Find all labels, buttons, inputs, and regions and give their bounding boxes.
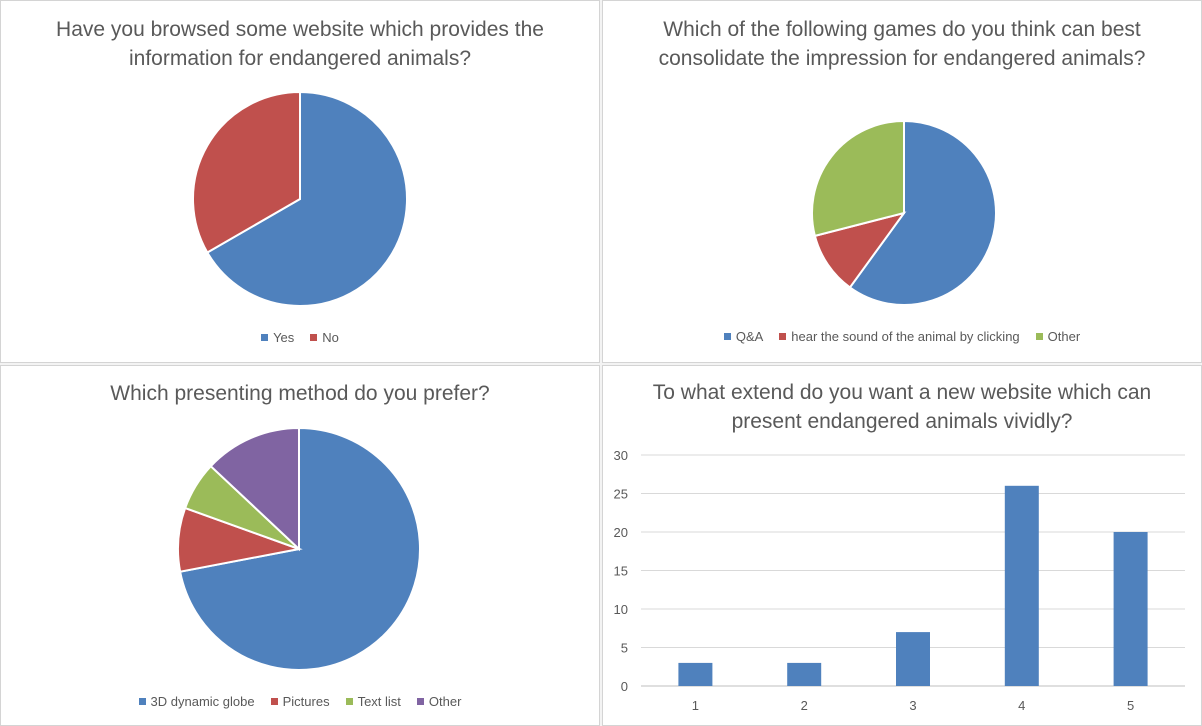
legend-swatch [723,333,731,340]
legend-item-no: No [310,330,339,345]
legend-swatch [416,698,424,705]
legend-swatch [138,698,146,705]
legend-swatch [310,334,318,341]
legend-item-text-list: Text list [345,694,401,709]
y-tick-label: 25 [614,487,628,502]
legend-label: Text list [357,694,401,709]
chart-legend: Q&A hear the sound of the animal by click… [603,329,1201,344]
chart-legend: 3D dynamic globe Pictures Text list Other [1,694,599,709]
legend-item-3d-dynamic-globe: 3D dynamic globe [138,694,255,709]
pie-slice-q-a [848,119,997,306]
x-tick-label: 4 [1018,698,1025,713]
bar-2 [787,662,822,686]
legend-swatch [1035,333,1043,340]
legend-label: Other [428,694,462,709]
legend-item-other: Other [416,694,462,709]
legend-swatch [345,698,353,705]
chart-panel-games-preference: Which of the following games do you thin… [602,0,1202,363]
chart-legend: Yes No [1,330,599,345]
y-tick-label: 5 [621,641,628,656]
chart-title: Which of the following games do you thin… [658,18,1146,70]
legend-label: No [322,330,339,345]
chart-panel-new-website-demand: To what extend do you want a new website… [602,365,1202,726]
legend-item-pictures: Pictures [270,694,330,709]
y-tick-label: 0 [621,679,628,694]
legend-item-other: Other [1035,329,1081,344]
legend-label: hear the sound of the animal by clicking [791,329,1020,344]
legend-item-q-a: Q&A [723,329,764,344]
legend-label: Other [1047,329,1081,344]
chart-title: Have you browsed some website which prov… [56,18,544,70]
y-tick-label: 20 [614,525,628,540]
x-tick-label: 5 [1127,698,1134,713]
legend-item-hear-the-sound-of-the-animal-by-clicking: hear the sound of the animal by clicking [779,329,1020,344]
y-tick-label: 15 [614,564,628,579]
pie-slice-yes [205,90,408,307]
chart-title: Which presenting method do you prefer? [110,382,490,405]
bar-1 [678,662,713,686]
legend-label: Pictures [282,694,330,709]
x-tick-label: 2 [801,698,808,713]
pie-chart [192,90,408,307]
chart-panel-presenting-method: Which presenting method do you prefer? 3… [0,365,600,726]
y-tick-label: 30 [614,448,628,463]
bar-3 [896,632,930,686]
pie-chart [177,426,421,671]
pie-slice-other [811,119,905,238]
legend-swatch [779,333,787,340]
chart-title: To what extend do you want a new website… [652,381,1152,433]
legend-label: 3D dynamic globe [150,694,255,709]
chart-panel-website-browsing: Have you browsed some website which prov… [0,0,600,363]
bar-chart: 0 5 10 15 20 25 30 1 2 3 4 5 [614,448,1185,713]
bar-5 [1113,532,1148,686]
legend-label: Q&A [735,329,764,344]
legend-swatch [270,698,278,705]
pie-chart [811,119,997,306]
bar-4 [1004,485,1039,686]
x-tick-label: 1 [692,698,699,713]
pie-slice-no [192,90,301,254]
legend-label: Yes [273,330,295,345]
legend-swatch [261,334,269,341]
x-tick-label: 3 [909,698,916,713]
pie-slice-other [209,426,300,552]
legend-item-yes: Yes [261,330,294,345]
y-tick-label: 10 [614,602,628,617]
